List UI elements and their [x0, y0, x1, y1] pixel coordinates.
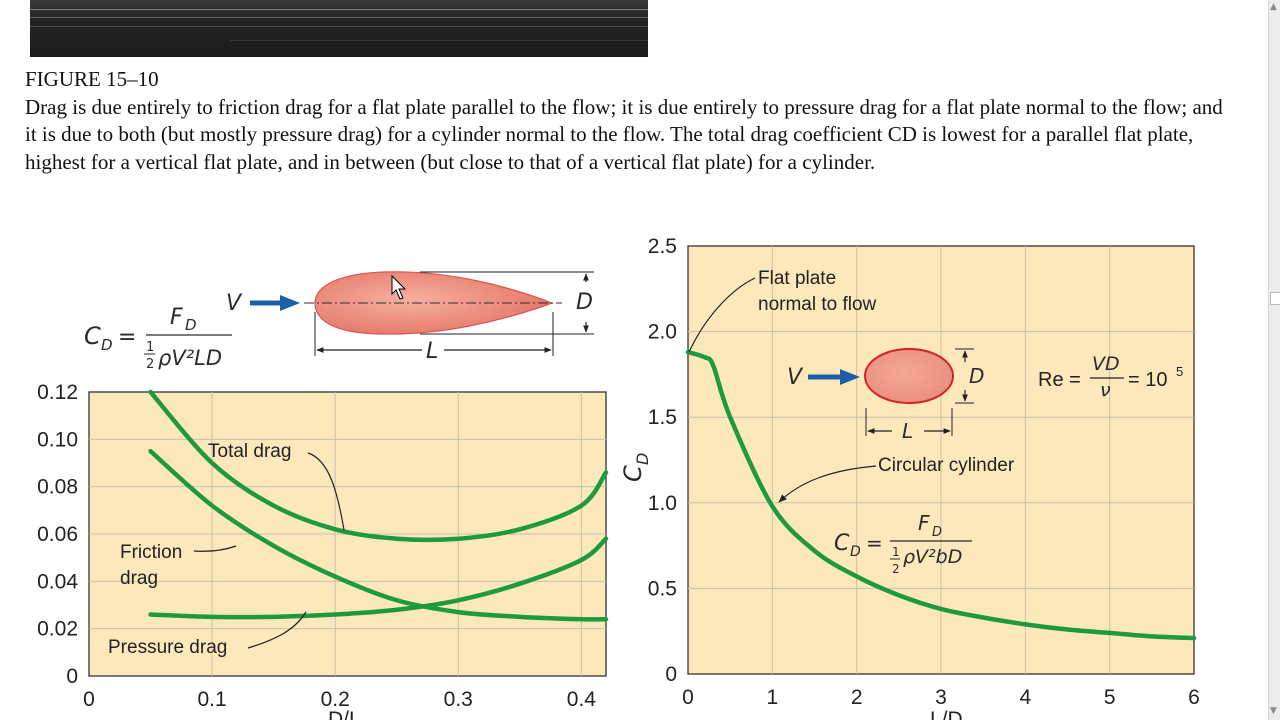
eq-equals: = [118, 325, 136, 350]
y-tick-label: 0.12 [37, 381, 78, 404]
left-tick-labels: 0 0.1 0.2 0.3 0.4 0 0.02 0.04 0.06 0.08 0.10 0.12 [37, 381, 596, 711]
re-denominator: ν [1100, 379, 1111, 401]
right-grid [688, 246, 1194, 674]
friction-drag-leader [193, 545, 237, 552]
left-chart: 0 0.1 0.2 0.3 0.4 0 0.02 0.04 0.06 0.08 0.10 0.12 T… [37, 381, 609, 720]
total-drag-line [148, 389, 609, 543]
right-dim-d-label: D [969, 364, 984, 388]
x-tick-label: 5 [1104, 686, 1116, 709]
y-tick-label: 1.0 [648, 492, 677, 515]
figure-number: FIGURE 15–10 [25, 67, 159, 91]
y-tick-label: 0 [665, 663, 677, 686]
y-tick-label: 2.0 [648, 321, 677, 344]
svg-text:C: C [619, 465, 647, 482]
y-tick-label: 0.10 [37, 428, 78, 451]
dim-l-label: L [426, 339, 438, 364]
re-exponent: 5 [1176, 364, 1183, 379]
y-tick-label: 0.06 [37, 523, 78, 546]
pressure-drag-leader [247, 611, 307, 649]
normal-to-flow-label: normal to flow [758, 294, 877, 315]
re-rhs: = 10 [1128, 369, 1167, 391]
figure-caption: FIGURE 15–10 Drag is due entirely to fri… [25, 66, 1225, 176]
flat-plate-leader [688, 277, 756, 353]
reynolds-number: Re = VD ν = 10 5 [1038, 353, 1183, 401]
right-dim-l-label: L [902, 419, 913, 443]
left-series [148, 389, 609, 622]
figure-caption-text: Drag is due entirely to friction drag fo… [25, 94, 1223, 174]
x-tick-label: 4 [1019, 686, 1031, 709]
y-tick-label: 0.02 [37, 618, 78, 641]
total-drag-leader [307, 452, 345, 531]
x-tick-label: 6 [1188, 686, 1200, 709]
friction-drag-line [148, 448, 609, 622]
right-y-axis-title: C D [619, 453, 652, 482]
y-tick-label: 0.08 [37, 476, 78, 499]
friction-drag-label: drag [120, 568, 158, 589]
airfoil-diagram: V D L [226, 271, 594, 364]
eq-denominator: ρV²LD [158, 346, 222, 370]
cylinder-leader-arrow-icon [778, 465, 877, 503]
svg-text:2: 2 [892, 562, 900, 576]
x-tick-label: 3 [935, 686, 947, 709]
x-tick-label: 0 [682, 686, 694, 709]
x-tick-label: 0.4 [567, 688, 597, 711]
svg-text:1: 1 [892, 545, 900, 559]
svg-text:F: F [918, 511, 930, 535]
scroll-up-arrow-icon[interactable]: ▲ [1270, 2, 1277, 12]
x-tick-label: 0 [83, 688, 95, 711]
svg-text:D: D [932, 525, 942, 540]
x-tick-label: 2 [851, 686, 863, 709]
total-drag-label: Total drag [208, 441, 291, 462]
eq-fd-subscript: D [185, 316, 197, 334]
velocity-label: V [226, 291, 243, 316]
left-x-axis-title: D/L [328, 708, 361, 720]
x-tick-label: 0.1 [197, 688, 226, 711]
y-tick-label: 1.5 [648, 406, 677, 429]
right-drag-equation: C D = F D 1 2 ρV²bD [834, 511, 972, 576]
y-tick-label: 2.5 [648, 235, 677, 258]
left-drag-equation: C D = F D 1 2 ρV²LD [84, 305, 232, 372]
circular-cylinder-label: Circular cylinder [878, 455, 1015, 476]
right-velocity-label: V [787, 365, 804, 390]
eq-fd-symbol: F [170, 305, 183, 330]
cylinder-shape [864, 348, 954, 404]
svg-text:D: D [850, 544, 861, 560]
re-numerator: VD [1092, 353, 1120, 375]
flow-photo [30, 0, 648, 57]
scroll-thumb[interactable] [1270, 292, 1280, 305]
pressure-drag-label: Pressure drag [108, 637, 227, 658]
svg-text:C: C [834, 531, 850, 556]
x-tick-label: 1 [766, 686, 778, 709]
y-tick-label: 0.04 [37, 570, 78, 593]
y-tick-label: 0 [66, 665, 78, 688]
svg-text:D: D [633, 453, 652, 465]
x-tick-label: 0.3 [444, 688, 473, 711]
circular-cylinder-line [685, 349, 1197, 641]
right-series [685, 349, 1197, 641]
vertical-scrollbar[interactable] [1268, 0, 1280, 720]
re-lhs: Re = [1038, 369, 1081, 391]
dim-d-label: D [576, 290, 593, 315]
friction-label: Friction [120, 542, 182, 563]
x-tick-label: 0.2 [321, 688, 350, 711]
right-chart: 0 1 2 3 4 5 6 0 0.5 1.0 1.5 2.0 2.5 C D L/D Flat pla… [619, 235, 1200, 720]
scroll-down-arrow-icon[interactable]: ▼ [1270, 706, 1277, 716]
svg-text:ρV²bD: ρV²bD [903, 546, 962, 568]
eq-cd-subscript: D [101, 336, 113, 354]
eq-cd-symbol: C [84, 322, 101, 350]
right-tick-labels: 0 1 2 3 4 5 6 0 0.5 1.0 1.5 2.0 2.5 [648, 235, 1200, 709]
flat-plate-label: Flat plate [758, 268, 836, 289]
pressure-drag-line [148, 536, 609, 620]
svg-text:=: = [866, 531, 883, 555]
eq-half-denominator: 2 [146, 357, 154, 372]
right-x-axis-title: L/D [930, 708, 963, 720]
y-tick-label: 0.5 [648, 577, 677, 600]
move-cursor-icon [391, 274, 407, 300]
eq-half-numerator: 1 [146, 340, 154, 355]
